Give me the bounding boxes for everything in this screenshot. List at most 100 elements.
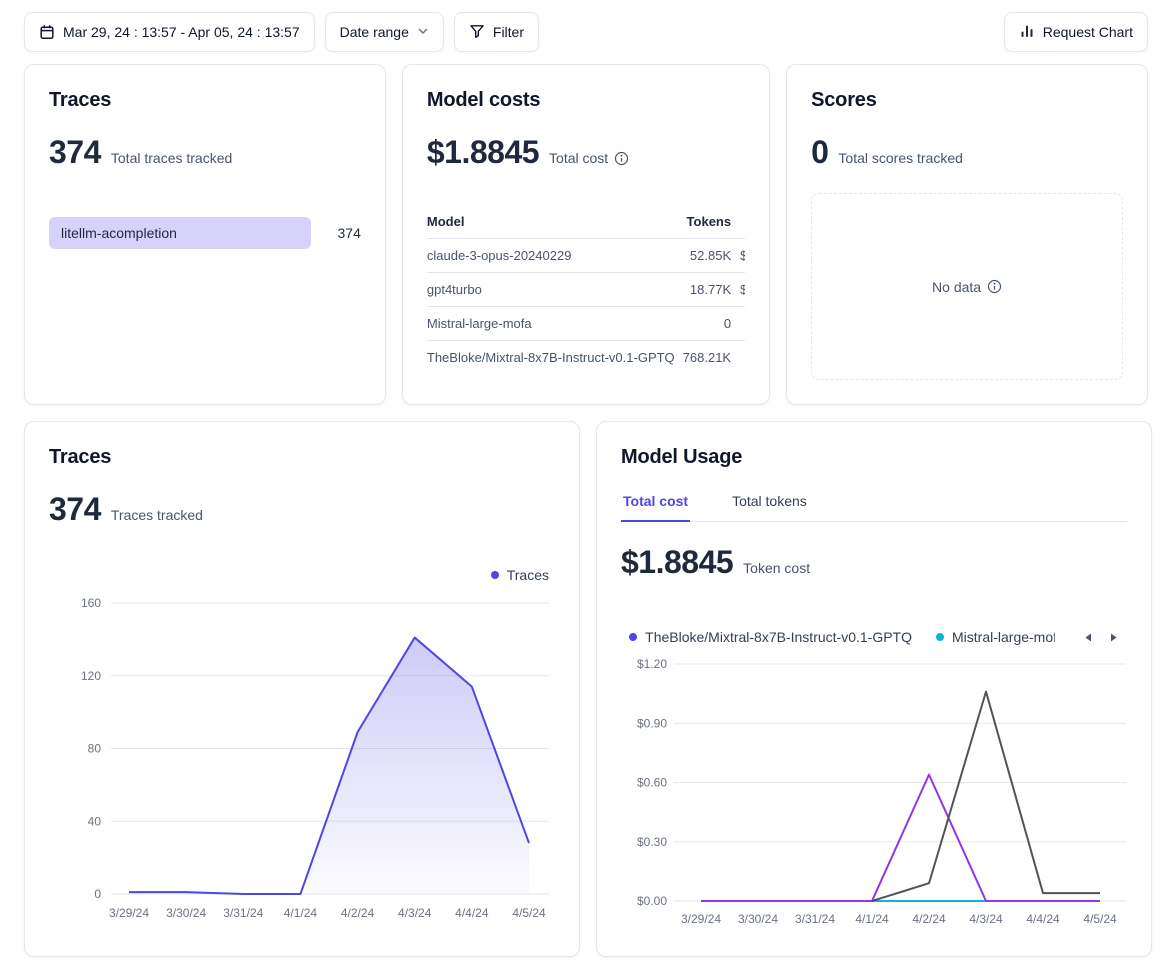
svg-text:3/29/24: 3/29/24 <box>681 912 721 926</box>
tab-total-tokens[interactable]: Total tokens <box>730 493 809 522</box>
traces-total: 374 Total traces tracked <box>49 134 361 171</box>
token-cost-label: Token cost <box>743 560 811 576</box>
table-header: Model Tokens <box>426 205 746 239</box>
svg-text:4/4/24: 4/4/24 <box>1026 912 1060 926</box>
date-range-preset-select[interactable]: Date range <box>324 12 444 52</box>
svg-text:4/1/24: 4/1/24 <box>284 906 318 920</box>
scores-total-label: Total scores tracked <box>838 150 963 166</box>
date-range-value: Mar 29, 24 : 13:57 - Apr 05, 24 : 13:57 <box>63 24 300 40</box>
svg-text:$0.00: $0.00 <box>637 894 667 908</box>
charts-row: Traces 374 Traces tracked Traces 0 40 80 12… <box>24 421 1152 957</box>
svg-text:0: 0 <box>94 887 101 901</box>
traces-tracked: 374 Traces tracked <box>49 491 555 528</box>
card-title: Model costs <box>426 89 541 111</box>
svg-text:$0.60: $0.60 <box>637 776 667 790</box>
svg-text:3/30/24: 3/30/24 <box>166 906 206 920</box>
traces-chart[interactable]: 0 40 80 120 160 3/29/24 3/30/24 3/31/24 4/1/24 4/… <box>49 587 555 932</box>
column-model: Model <box>426 214 465 229</box>
request-chart-label: Request Chart <box>1042 24 1133 40</box>
trace-name-list: litellm-acompletion 374 <box>49 217 361 249</box>
svg-text:3/29/24: 3/29/24 <box>109 906 149 920</box>
trace-name-count: 374 <box>337 225 361 241</box>
traces-tracked-value: 374 <box>49 491 101 527</box>
svg-text:4/4/24: 4/4/24 <box>455 906 489 920</box>
filter-label: Filter <box>492 24 525 40</box>
info-icon[interactable] <box>987 279 1002 294</box>
svg-text:40: 40 <box>88 814 102 828</box>
table-row: gpt4turbo 18.77K $ <box>426 273 746 307</box>
model-costs-total-label: Total cost <box>549 150 609 166</box>
svg-text:120: 120 <box>81 669 101 683</box>
traces-chart-legend: Traces <box>49 567 555 583</box>
legend-dot <box>936 633 944 641</box>
legend-item: TheBloke/Mixtral-8x7B-Instruct-v0.1-GPTQ <box>629 629 912 645</box>
traces-total-label: Total traces tracked <box>110 150 233 166</box>
model-costs-total: $1.8845 Total cost <box>427 134 745 171</box>
model-costs-card: Model costs $1.8845 Total cost <box>401 64 771 405</box>
legend-pager <box>1081 630 1121 645</box>
bar-chart-icon <box>1019 23 1035 42</box>
model-usage-legend: TheBloke/Mixtral-8x7B-Instruct-v0.1-GPTQ… <box>621 629 1127 645</box>
legend-next-button[interactable] <box>1107 630 1121 645</box>
legend-prev-button[interactable] <box>1081 630 1095 645</box>
svg-text:4/1/24: 4/1/24 <box>855 912 889 926</box>
date-range-picker[interactable]: Mar 29, 24 : 13:57 - Apr 05, 24 : 13:57 <box>24 12 315 52</box>
svg-text:4/3/24: 4/3/24 <box>398 906 432 920</box>
svg-text:$0.90: $0.90 <box>637 716 667 730</box>
calendar-icon <box>39 24 55 40</box>
request-chart-button[interactable]: Request Chart <box>1003 12 1148 52</box>
table-row: TheBloke/Mixtral-8x7B-Instruct-v0.1-GPTQ… <box>426 350 732 365</box>
legend-dot <box>629 633 638 641</box>
card-title: Model Usage <box>621 446 743 468</box>
legend-item: Mistral-large-mofa <box>936 629 1055 645</box>
legend-dot <box>490 571 499 579</box>
traces-summary-card: Traces 374 Total traces tracked litellm-… <box>24 64 386 405</box>
filter-icon <box>469 23 485 42</box>
table-row: Mistral-large-mofa 0 <box>426 307 746 341</box>
token-cost-total: $1.8845 Token cost <box>621 544 1127 581</box>
trace-name-bar: litellm-acompletion <box>49 217 311 249</box>
chevron-down-icon <box>417 24 429 40</box>
traces-total-value: 374 <box>49 134 101 170</box>
stats-row: Traces 374 Total traces tracked litellm-… <box>24 64 1148 405</box>
topbar: Mar 29, 24 : 13:57 - Apr 05, 24 : 13:57 … <box>24 12 1148 52</box>
column-tokens: Tokens <box>686 214 732 229</box>
svg-text:3/31/24: 3/31/24 <box>223 906 263 920</box>
svg-text:$0.30: $0.30 <box>637 835 667 849</box>
svg-text:4/5/24: 4/5/24 <box>1083 912 1117 926</box>
svg-text:3/30/24: 3/30/24 <box>738 912 778 926</box>
date-range-preset-label: Date range <box>339 24 409 40</box>
svg-text:3/31/24: 3/31/24 <box>795 912 835 926</box>
token-cost-value: $1.8845 <box>621 544 734 580</box>
card-title: Traces <box>49 89 112 111</box>
scores-total: 0 Total scores tracked <box>811 134 1123 171</box>
svg-text:80: 80 <box>88 742 102 756</box>
svg-text:4/5/24: 4/5/24 <box>512 906 546 920</box>
svg-text:4/3/24: 4/3/24 <box>969 912 1003 926</box>
card-title: Traces <box>49 446 112 468</box>
topbar-filters: Mar 29, 24 : 13:57 - Apr 05, 24 : 13:57 … <box>24 12 540 52</box>
svg-text:4/2/24: 4/2/24 <box>341 906 375 920</box>
card-title: Scores <box>811 89 877 111</box>
model-costs-total-value: $1.8845 <box>426 134 540 170</box>
legend-item: Traces <box>490 567 549 583</box>
info-icon[interactable] <box>614 151 629 166</box>
filter-button[interactable]: Filter <box>453 12 540 52</box>
scores-total-value: 0 <box>811 134 829 170</box>
table-row: claude-3-opus-20240229 52.85K $ <box>426 239 746 273</box>
tab-total-cost[interactable]: Total cost <box>621 493 691 522</box>
model-usage-card: Model Usage Total cost Total tokens $1.8… <box>596 421 1152 957</box>
svg-text:160: 160 <box>81 596 101 610</box>
trace-name-label: litellm-acompletion <box>61 225 177 241</box>
svg-text:$1.20: $1.20 <box>637 657 667 671</box>
no-data-panel: No data <box>811 193 1123 380</box>
list-item: litellm-acompletion 374 <box>49 217 361 249</box>
model-usage-chart[interactable]: $0.00 $0.30 $0.60 $0.90 $1.20 3/29/24 3/30/24 3… <box>621 649 1127 932</box>
no-data-label: No data <box>932 278 982 295</box>
traces-chart-card: Traces 374 Traces tracked Traces 0 40 80 12… <box>24 421 580 957</box>
model-costs-table: Model Tokens claude-3-opus-20240229 52.8… <box>426 205 746 374</box>
model-usage-tabs: Total cost Total tokens <box>621 493 1127 522</box>
scores-card: Scores 0 Total scores tracked No data <box>786 64 1148 405</box>
traces-tracked-label: Traces tracked <box>110 507 203 523</box>
